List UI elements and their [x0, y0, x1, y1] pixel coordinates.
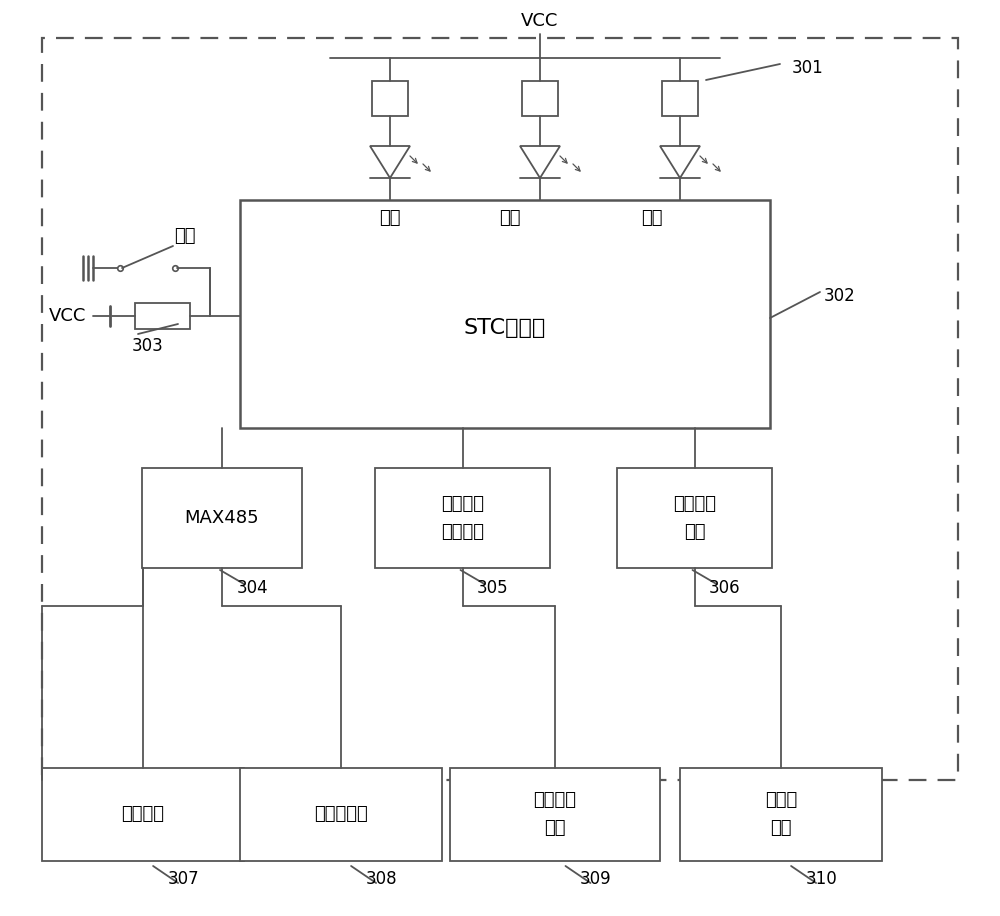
Text: 接收器接口: 接收器接口	[314, 805, 368, 823]
Text: 310: 310	[805, 870, 837, 888]
Text: 驱动模块: 驱动模块	[441, 523, 484, 541]
Text: VCC: VCC	[49, 307, 87, 325]
Text: 301: 301	[792, 59, 824, 77]
Text: 接口: 接口	[770, 820, 792, 837]
Text: 调零: 调零	[174, 227, 196, 245]
Text: 305: 305	[477, 579, 508, 597]
Text: 通讯: 通讯	[641, 209, 663, 227]
Bar	[42, 768, 244, 861]
Text: 步进电机: 步进电机	[441, 495, 484, 513]
Text: 零位: 零位	[499, 209, 521, 227]
Text: 调光控制: 调光控制	[673, 495, 716, 513]
Bar	[372, 81, 408, 116]
Text: MAX485: MAX485	[185, 509, 259, 527]
Bar	[42, 38, 958, 780]
Text: 电源接口: 电源接口	[122, 805, 164, 823]
Text: 309: 309	[580, 870, 611, 888]
Bar	[142, 468, 302, 568]
Text: 模块: 模块	[684, 523, 705, 541]
Bar	[135, 303, 190, 329]
Text: 接口: 接口	[544, 820, 566, 837]
Bar	[662, 81, 698, 116]
Text: 308: 308	[365, 870, 397, 888]
Bar	[680, 768, 882, 861]
Text: 304: 304	[236, 579, 268, 597]
Bar	[450, 768, 660, 861]
Text: 步进电机: 步进电机	[534, 791, 576, 810]
Bar	[375, 468, 550, 568]
Text: 303: 303	[132, 337, 164, 355]
Text: VCC: VCC	[521, 12, 559, 30]
Text: 307: 307	[167, 870, 199, 888]
Bar	[240, 768, 442, 861]
Text: STC单片机: STC单片机	[464, 318, 546, 338]
Bar	[617, 468, 772, 568]
Text: 运行: 运行	[379, 209, 401, 227]
Text: 306: 306	[709, 579, 740, 597]
Bar	[240, 200, 770, 428]
Text: 调光器: 调光器	[765, 791, 797, 810]
Bar	[522, 81, 558, 116]
Text: 302: 302	[824, 287, 856, 305]
